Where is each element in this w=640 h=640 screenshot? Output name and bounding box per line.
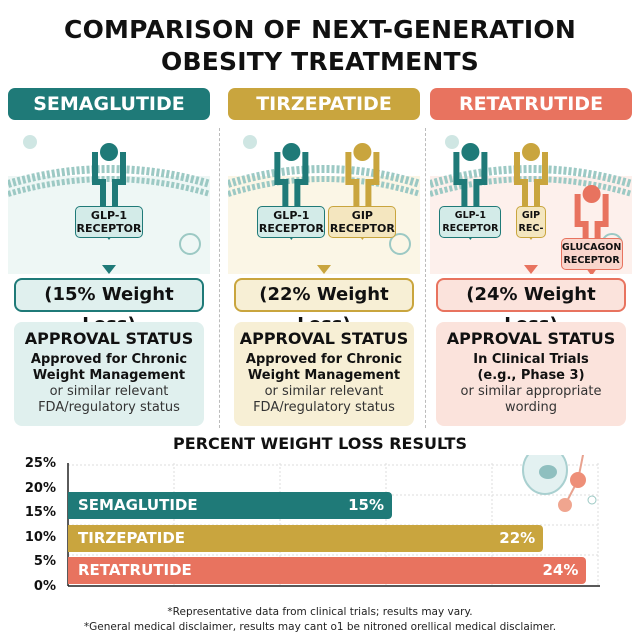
y-tick-label: 10% bbox=[24, 529, 56, 545]
drug-column-tirzepatide: TIRZEPATIDE GLP-1 RECEPTOR GIP RECEPTOR (2… bbox=[228, 88, 420, 428]
weight-loss-box: (22% Weight Loss) bbox=[234, 278, 414, 335]
receptor-label: GLP-1 RECEPTOR bbox=[257, 206, 326, 238]
bar-value-label: 24% bbox=[542, 561, 579, 579]
down-triangle-icon bbox=[317, 265, 331, 274]
footnote: *Representative data from clinical trial… bbox=[167, 606, 473, 618]
footnote: *General medical disclaimer, results may… bbox=[83, 621, 557, 633]
drug-name-header: SEMAGLUTIDE bbox=[8, 88, 210, 120]
approval-status-box: APPROVAL STATUS In Clinical Trials (e.g.… bbox=[436, 322, 626, 426]
bar-semaglutide: SEMAGLUTIDE 15% bbox=[68, 492, 392, 519]
approval-status-box: APPROVAL STATUS Approved for Chronic Wei… bbox=[234, 322, 414, 426]
y-tick-label: 25% bbox=[24, 456, 56, 471]
y-tick-label: 5% bbox=[33, 554, 56, 569]
receptor-label: GLP-1 RECEPTOR bbox=[75, 206, 143, 238]
weight-loss-box: (15% Weight Loss) bbox=[14, 278, 204, 335]
cell-icon bbox=[522, 455, 568, 495]
bar-value-label: 15% bbox=[348, 496, 384, 514]
bar-value-label: 22% bbox=[499, 528, 536, 547]
drug-name-header: RETATRUTIDE bbox=[430, 88, 632, 120]
y-tick-label: 15% bbox=[24, 505, 56, 520]
page-title: COMPARISON OF NEXT-GENERATION OBESITY TR… bbox=[64, 15, 576, 76]
molecule-icon bbox=[558, 455, 597, 512]
bar-retatrutide: RETATRUTIDE 24% bbox=[68, 557, 587, 584]
approval-status-box: APPROVAL STATUS Approved for Chronic Wei… bbox=[14, 322, 204, 426]
chart-title: PERCENT WEIGHT LOSS RESULTS bbox=[173, 434, 467, 453]
bar-category-label: RETATRUTIDE bbox=[78, 561, 192, 579]
down-triangle-icon bbox=[524, 265, 538, 274]
receptor-icon bbox=[514, 143, 548, 240]
bar-category-label: TIRZEPATIDE bbox=[78, 528, 186, 547]
drug-column-retatrutide: RETATRUTIDE GLP-1 RECEPTOR GIP REC- GLUCAG… bbox=[430, 88, 632, 428]
receptor-label: GLP-1 RECEPTOR bbox=[439, 206, 502, 238]
receptor-label: GLUCAGON RECEPTOR bbox=[560, 238, 623, 270]
receptor-label: GIP RECEPTOR bbox=[328, 206, 397, 238]
down-triangle-icon bbox=[102, 265, 116, 274]
y-tick-label: 0% bbox=[33, 578, 56, 594]
bar-category-label: SEMAGLUTIDE bbox=[78, 496, 198, 514]
divider bbox=[219, 128, 220, 428]
y-tick-label: 20% bbox=[24, 480, 56, 496]
receptor-illustration bbox=[8, 135, 210, 274]
receptor-label: GIP REC- bbox=[516, 206, 546, 238]
weight-loss-box: (24% Weight Loss) bbox=[436, 278, 626, 335]
receptor-illustration bbox=[228, 135, 420, 274]
divider bbox=[425, 128, 426, 428]
drug-name-header: TIRZEPATIDE bbox=[228, 88, 420, 120]
bar-tirzepatide: TIRZEPATIDE 22% bbox=[68, 524, 544, 552]
